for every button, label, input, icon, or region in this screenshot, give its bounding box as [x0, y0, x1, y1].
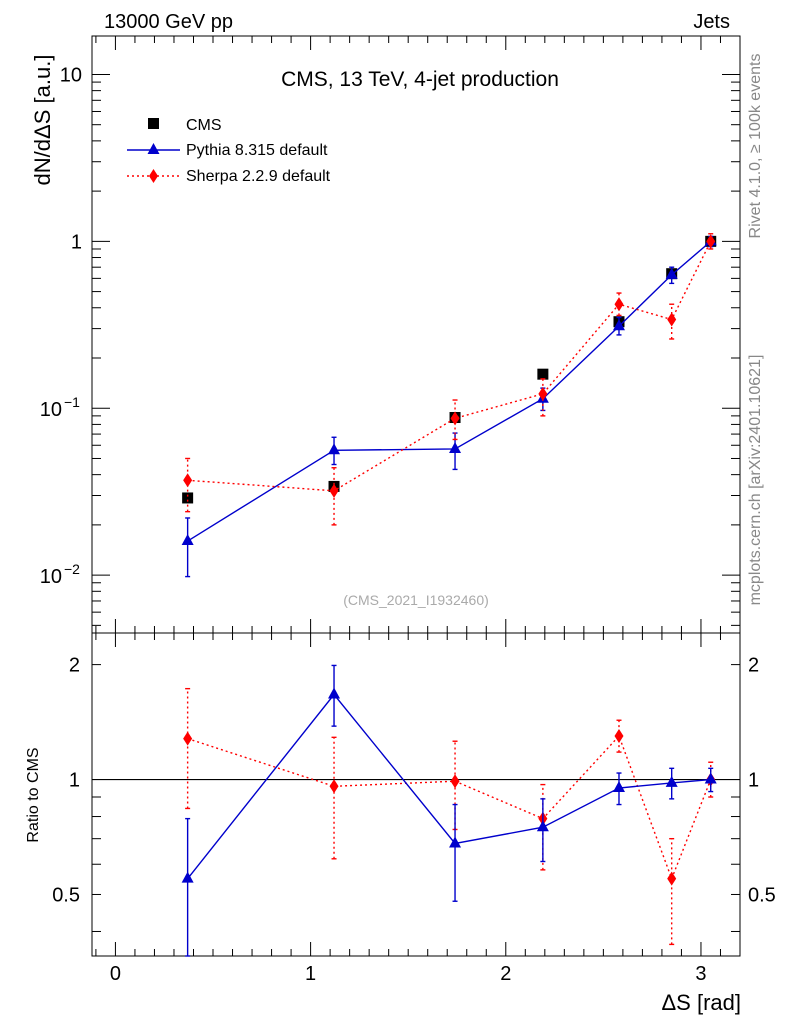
main-pythia-point — [612, 319, 625, 331]
main-pythia-point — [181, 534, 194, 546]
legend-pythia-label: Pythia 8.315 default — [186, 142, 328, 159]
mcplots-label: mcplots.cern.ch [arXiv:2401.10621] — [747, 355, 764, 606]
main-sherpa-point — [450, 411, 460, 426]
ratio-y-tick-label-left: 0.5 — [52, 884, 80, 906]
ratio-panel: 0.5 0.5 1 1 2 2 0 1 2 3 Ratio to CMS ΔS [rad] — [25, 632, 776, 1015]
ratio-y-tick-label-right: 1 — [748, 770, 759, 792]
x-tick-labels: 0 1 2 3 — [110, 963, 707, 985]
main-pythia-point — [449, 441, 462, 453]
ratio-frame — [91, 632, 741, 957]
x-tick-label: 0 — [110, 963, 121, 985]
ratio-y-tick-label-right: 2 — [748, 655, 759, 677]
legend-sherpa: Sherpa 2.2.9 default — [127, 168, 331, 185]
legend-cms-marker — [148, 118, 159, 129]
main-pythia-line — [187, 240, 712, 542]
ratio-sherpa-point — [329, 779, 339, 794]
ratio-y-tick-label-left: 1 — [69, 770, 80, 792]
ratio-pythia-line — [187, 693, 711, 880]
rivet-label: Rivet 4.1.0, ≥ 100k events — [747, 54, 764, 239]
main-plot-area — [181, 233, 717, 578]
legend-cms-label: CMS — [186, 117, 222, 134]
main-y-tick-exponent: −1 — [64, 394, 80, 410]
ratio-sherpa-line — [187, 734, 712, 881]
ratio-pythia-point — [328, 687, 341, 699]
ratio-y-axis-label: Ratio to CMS — [25, 747, 42, 842]
ratio-sherpa-point — [450, 774, 460, 789]
main-sherpa-point — [614, 297, 624, 312]
main-y-tick-label: 1 — [71, 231, 82, 253]
main-pythia-point — [328, 443, 341, 455]
main-y-axis-label: dN/dΔS [a.u.] — [30, 55, 55, 186]
ratio-sherpa-point — [183, 731, 193, 746]
main-sherpa-line — [187, 241, 712, 492]
ratio-y-tick-label-right: 0.5 — [748, 884, 776, 906]
x-axis-label: ΔS [rad] — [661, 990, 741, 1015]
main-cms-point — [182, 492, 194, 504]
main-y-tick-exponent: −2 — [64, 561, 80, 577]
energy-label: 13000 GeV pp — [104, 11, 233, 33]
chart-title: CMS, 13 TeV, 4-jet production — [281, 68, 559, 91]
ratio-pythia-point — [612, 781, 625, 793]
ratio-pythia-point — [449, 836, 462, 848]
ratio-pythia-point — [536, 820, 549, 832]
main-pythia-point — [665, 267, 678, 279]
legend: CMS Pythia 8.315 default Sherpa 2.2.9 de… — [127, 117, 331, 185]
main-y-tick-label: 10 — [60, 64, 82, 86]
x-tick-label: 1 — [305, 963, 316, 985]
main-sherpa-point — [706, 234, 716, 249]
ratio-plot-area — [92, 664, 740, 957]
main-cms-point — [537, 368, 549, 380]
main-y-tick-label: 10 — [40, 399, 62, 421]
legend-pythia: Pythia 8.315 default — [127, 142, 328, 159]
legend-pythia-marker — [147, 143, 160, 154]
legend-sherpa-marker — [149, 169, 158, 183]
main-sherpa-point — [667, 312, 677, 327]
ratio-pythia-point — [665, 775, 678, 787]
ratio-sherpa-point — [614, 729, 624, 744]
ratio-pythia-point — [704, 772, 717, 784]
main-sherpa-point — [183, 473, 193, 488]
x-tick-label: 3 — [695, 963, 706, 985]
main-axis-ticks — [92, 36, 741, 633]
x-tick-label: 2 — [500, 963, 511, 985]
main-sherpa-point — [538, 386, 548, 401]
ratio-sherpa-point — [667, 871, 677, 886]
ratio-y-tick-labels: 0.5 0.5 1 1 2 2 — [52, 655, 776, 907]
legend-sherpa-label: Sherpa 2.2.9 default — [186, 168, 331, 185]
legend-cms: CMS — [148, 117, 222, 134]
analysis-watermark: (CMS_2021_I1932460) — [343, 592, 489, 608]
ratio-axis-ticks — [92, 633, 741, 956]
main-y-tick-label: 10 — [40, 566, 62, 588]
process-label: Jets — [693, 11, 730, 33]
ratio-y-tick-label-left: 2 — [69, 655, 80, 677]
main-sherpa-point — [329, 483, 339, 498]
ratio-pythia-point — [181, 871, 194, 883]
